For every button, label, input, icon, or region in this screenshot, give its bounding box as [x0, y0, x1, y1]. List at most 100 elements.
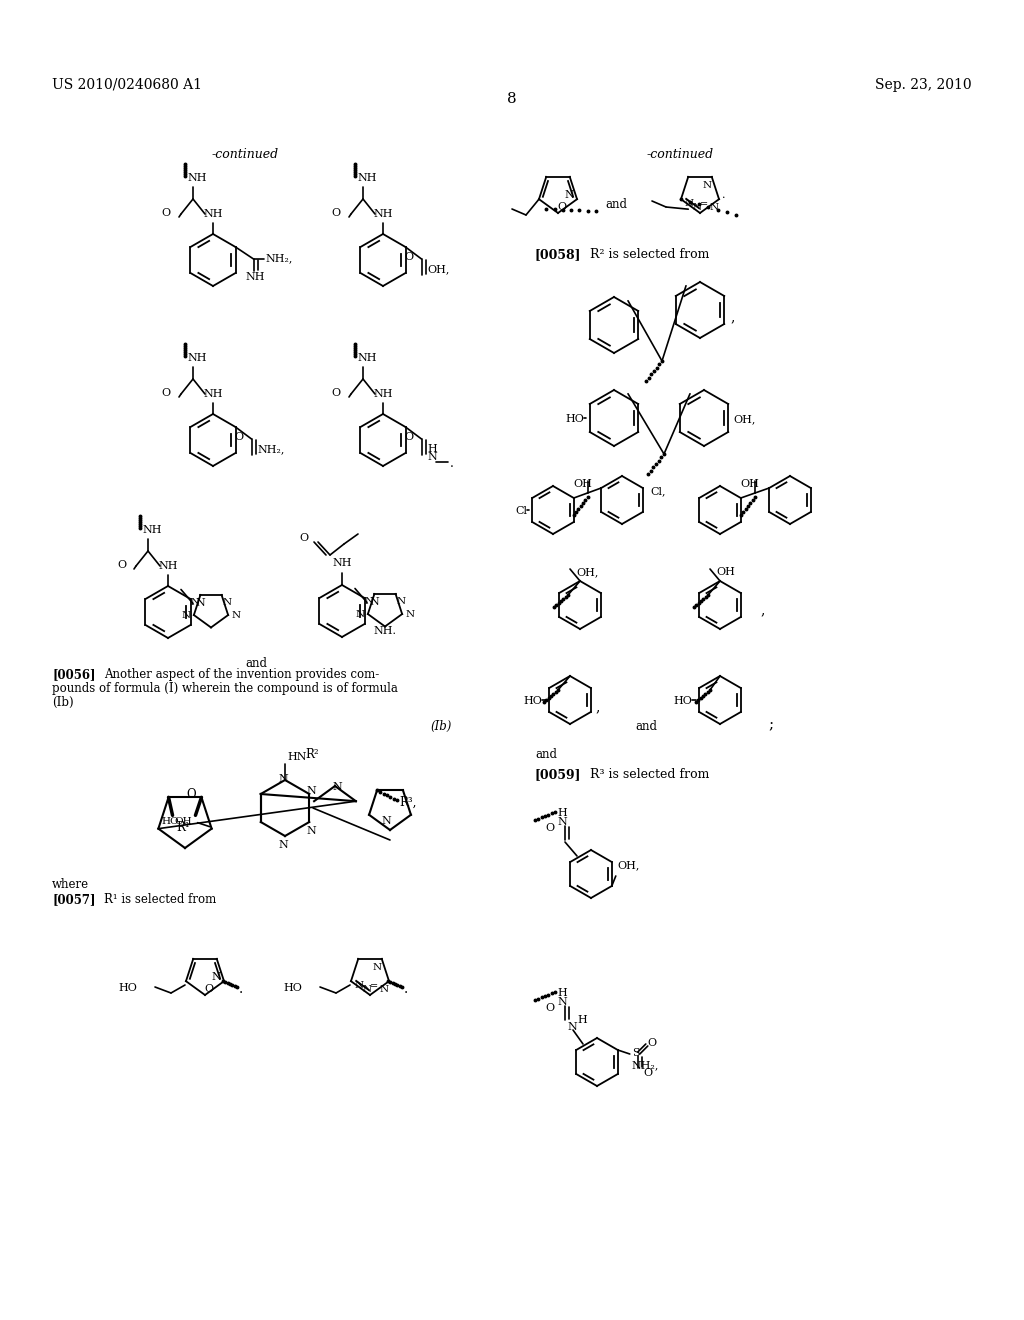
- Text: Cl: Cl: [515, 506, 527, 516]
- Text: [0059]: [0059]: [535, 768, 582, 781]
- Text: R¹ is selected from: R¹ is selected from: [104, 894, 216, 906]
- Text: OH: OH: [716, 568, 735, 577]
- Text: NH: NH: [187, 352, 207, 363]
- Text: O: O: [234, 432, 244, 442]
- Text: ,: ,: [595, 700, 599, 714]
- Text: ,: ,: [760, 603, 764, 616]
- Text: NH: NH: [373, 389, 392, 399]
- Text: O: O: [546, 1003, 555, 1012]
- Text: O: O: [644, 1068, 653, 1078]
- Text: -continued: -continued: [211, 148, 279, 161]
- Text: N: N: [181, 611, 190, 619]
- Text: N: N: [557, 817, 566, 828]
- Text: N: N: [306, 826, 315, 836]
- Text: O: O: [162, 209, 171, 218]
- Text: O: O: [162, 388, 171, 399]
- Text: N: N: [365, 598, 374, 606]
- Text: N: N: [354, 981, 364, 990]
- Text: N: N: [710, 203, 719, 213]
- Text: .: .: [450, 457, 454, 470]
- Text: NH: NH: [332, 558, 351, 568]
- Text: O: O: [546, 822, 555, 833]
- Text: [0058]: [0058]: [535, 248, 582, 261]
- Text: and: and: [245, 657, 267, 671]
- Text: NH: NH: [187, 173, 207, 183]
- Text: N: N: [381, 816, 391, 826]
- Text: OH,: OH,: [575, 568, 598, 577]
- Text: N: N: [567, 1022, 577, 1032]
- Text: O: O: [557, 202, 566, 213]
- Text: N: N: [427, 451, 437, 462]
- Text: NH: NH: [357, 173, 377, 183]
- Text: N: N: [231, 611, 241, 619]
- Text: O: O: [117, 560, 126, 570]
- Text: HO: HO: [283, 983, 302, 993]
- Text: O: O: [648, 1038, 657, 1048]
- Text: NH: NH: [203, 209, 222, 219]
- Text: NH: NH: [373, 209, 392, 219]
- Text: O: O: [205, 983, 214, 994]
- Text: H: H: [557, 808, 566, 818]
- Text: O: O: [299, 533, 308, 543]
- Text: R³ is selected from: R³ is selected from: [590, 768, 710, 781]
- Text: HO: HO: [118, 983, 137, 993]
- Text: N: N: [369, 598, 379, 607]
- Text: NH.: NH.: [374, 627, 396, 636]
- Text: O: O: [186, 788, 196, 801]
- Text: N: N: [380, 985, 388, 994]
- Text: NH: NH: [158, 561, 177, 572]
- Text: OH,: OH,: [733, 414, 756, 424]
- Text: N: N: [190, 598, 200, 607]
- Text: =: =: [370, 982, 378, 991]
- Text: HO: HO: [565, 414, 584, 424]
- Text: N: N: [195, 598, 205, 609]
- Text: N: N: [279, 840, 288, 850]
- Text: N: N: [406, 610, 415, 619]
- Text: O: O: [404, 252, 414, 261]
- Text: -continued: -continued: [646, 148, 714, 161]
- Text: [0056]: [0056]: [52, 668, 95, 681]
- Text: and: and: [635, 719, 657, 733]
- Text: O: O: [332, 388, 341, 399]
- Text: OH: OH: [573, 479, 592, 488]
- Text: H: H: [577, 1015, 587, 1026]
- Text: .: .: [404, 982, 409, 997]
- Text: NH: NH: [142, 525, 162, 535]
- Text: US 2010/0240680 A1: US 2010/0240680 A1: [52, 78, 202, 92]
- Text: N: N: [306, 785, 315, 796]
- Text: R²: R²: [305, 748, 318, 762]
- Text: NH₂,: NH₂,: [632, 1060, 659, 1071]
- Text: N: N: [564, 190, 573, 201]
- Text: =: =: [700, 201, 708, 209]
- Text: and: and: [535, 748, 557, 762]
- Text: N: N: [557, 997, 566, 1007]
- Text: R¹: R¹: [176, 821, 189, 834]
- Text: Sep. 23, 2010: Sep. 23, 2010: [876, 78, 972, 92]
- Text: NH: NH: [246, 272, 265, 282]
- Text: ,: ,: [730, 310, 734, 323]
- Text: HO: HO: [673, 696, 692, 706]
- Text: O: O: [332, 209, 341, 218]
- Text: N: N: [692, 203, 701, 213]
- Text: R³,: R³,: [399, 796, 417, 809]
- Text: N: N: [702, 181, 712, 190]
- Text: .: .: [239, 982, 244, 997]
- Text: [0057]: [0057]: [52, 894, 95, 906]
- Text: 8: 8: [507, 92, 517, 106]
- Text: NH₂,: NH₂,: [257, 444, 285, 454]
- Text: R² is selected from: R² is selected from: [590, 248, 710, 261]
- Text: H: H: [427, 444, 437, 454]
- Text: NH₂,: NH₂,: [265, 253, 293, 263]
- Text: .: .: [722, 190, 725, 201]
- Text: pounds of formula (I) wherein the compound is of formula: pounds of formula (I) wherein the compou…: [52, 682, 398, 696]
- Text: HN: HN: [287, 752, 306, 762]
- Text: OH,: OH,: [617, 861, 639, 870]
- Text: ;: ;: [768, 718, 773, 733]
- Text: S: S: [632, 1048, 639, 1059]
- Text: N: N: [684, 199, 693, 209]
- Text: O: O: [404, 432, 414, 442]
- Text: OH: OH: [740, 479, 760, 488]
- Text: N: N: [396, 598, 406, 606]
- Text: H: H: [557, 987, 566, 998]
- Text: N: N: [332, 781, 342, 792]
